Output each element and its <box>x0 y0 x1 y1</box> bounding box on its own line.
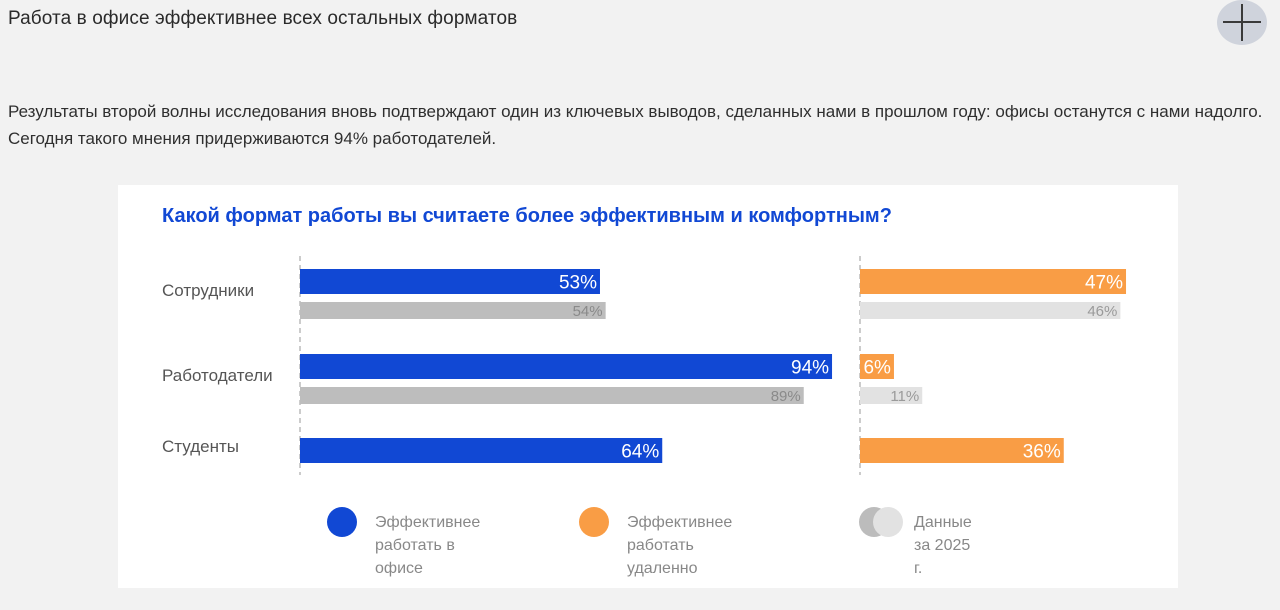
bar-remote <box>860 269 1127 294</box>
category-label: Работодатели <box>162 366 273 385</box>
legend-2025-swatch <box>859 507 907 537</box>
legend-remote-label: Эффективнее работать удаленно <box>627 514 733 577</box>
bar-remote <box>860 438 1064 463</box>
bar-remote-2025-label: 11% <box>890 388 919 405</box>
bar-remote-label: 47% <box>1085 272 1123 293</box>
bar-office-label: 53% <box>559 272 597 293</box>
bar-office-2025-label: 54% <box>573 303 603 320</box>
bar-office-2025 <box>300 387 804 404</box>
bar-office <box>300 438 663 463</box>
legend-remote-swatch <box>579 507 609 537</box>
bar-office <box>300 269 600 294</box>
category-label: Сотрудники <box>162 281 254 300</box>
chart-title: Какой формат работы вы считаете более эф… <box>162 205 892 227</box>
page-title: Работа в офисе эффективнее всех остальны… <box>8 8 518 29</box>
bar-remote-label: 36% <box>1023 441 1061 462</box>
bar-office-label: 64% <box>621 441 659 462</box>
bar-office-2025 <box>300 302 606 319</box>
bar-remote-label: 6% <box>863 357 891 378</box>
legend-2025-label: Данные за 2025 г. <box>914 514 972 577</box>
bar-remote <box>860 354 894 379</box>
legend-office-label: Эффективнее работать в офисе <box>375 514 481 577</box>
bar-office-2025-label: 89% <box>771 388 801 405</box>
bar-remote-2025 <box>860 302 1121 319</box>
category-label: Студенты <box>162 437 239 456</box>
bar-chart: Сотрудники Работодатели Студенты 53% 54% 47% 4… <box>162 256 1127 475</box>
bar-office <box>300 354 833 379</box>
intro-paragraph: Результаты второй волны исследования вно… <box>8 102 1263 148</box>
bar-remote-2025 <box>860 387 923 404</box>
plus-icon <box>1223 4 1261 41</box>
bar-remote-2025-label: 46% <box>1087 303 1117 320</box>
legend-office-swatch <box>327 507 357 537</box>
add-button[interactable] <box>1217 0 1267 45</box>
bar-office-label: 94% <box>791 357 829 378</box>
chart-card: Какой формат работы вы считаете более эф… <box>118 185 1178 588</box>
